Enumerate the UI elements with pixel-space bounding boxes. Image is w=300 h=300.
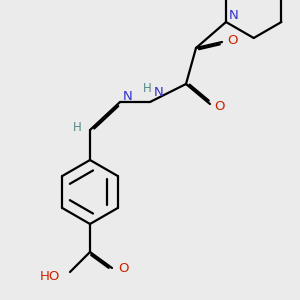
Text: HO: HO [40,269,60,283]
Text: O: O [215,100,225,113]
Text: N: N [154,85,164,98]
Text: H: H [142,82,152,94]
Text: H: H [73,122,81,134]
Text: N: N [123,89,133,103]
Text: O: O [228,34,238,46]
Text: N: N [229,10,239,22]
Text: O: O [118,262,128,275]
